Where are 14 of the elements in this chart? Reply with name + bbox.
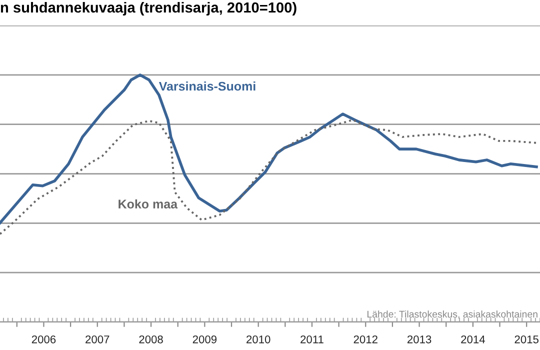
- series-label: Varsinais-Suomi: [158, 81, 256, 91]
- series-label: Koko maa: [118, 199, 178, 209]
- x-tick-label: 2009: [192, 335, 217, 344]
- x-tick-label: 2007: [86, 335, 110, 344]
- x-tick-label: 2010: [246, 335, 270, 344]
- x-tick-label: 2011: [300, 335, 324, 344]
- annotation: Lähde: Tilastokeskus, asiakaskohtainen: [367, 310, 538, 319]
- x-tick-label: 2006: [32, 335, 56, 344]
- chart-title: n suhdannekuvaaja (trendisarja, 2010=100): [0, 2, 296, 16]
- x-tick-label: 2014: [461, 335, 485, 344]
- x-tick-label: 2013: [407, 335, 432, 344]
- x-tick-label: 2015: [514, 335, 538, 344]
- x-tick-label: 2008: [139, 335, 163, 344]
- x-tick-label: 2012: [354, 335, 378, 344]
